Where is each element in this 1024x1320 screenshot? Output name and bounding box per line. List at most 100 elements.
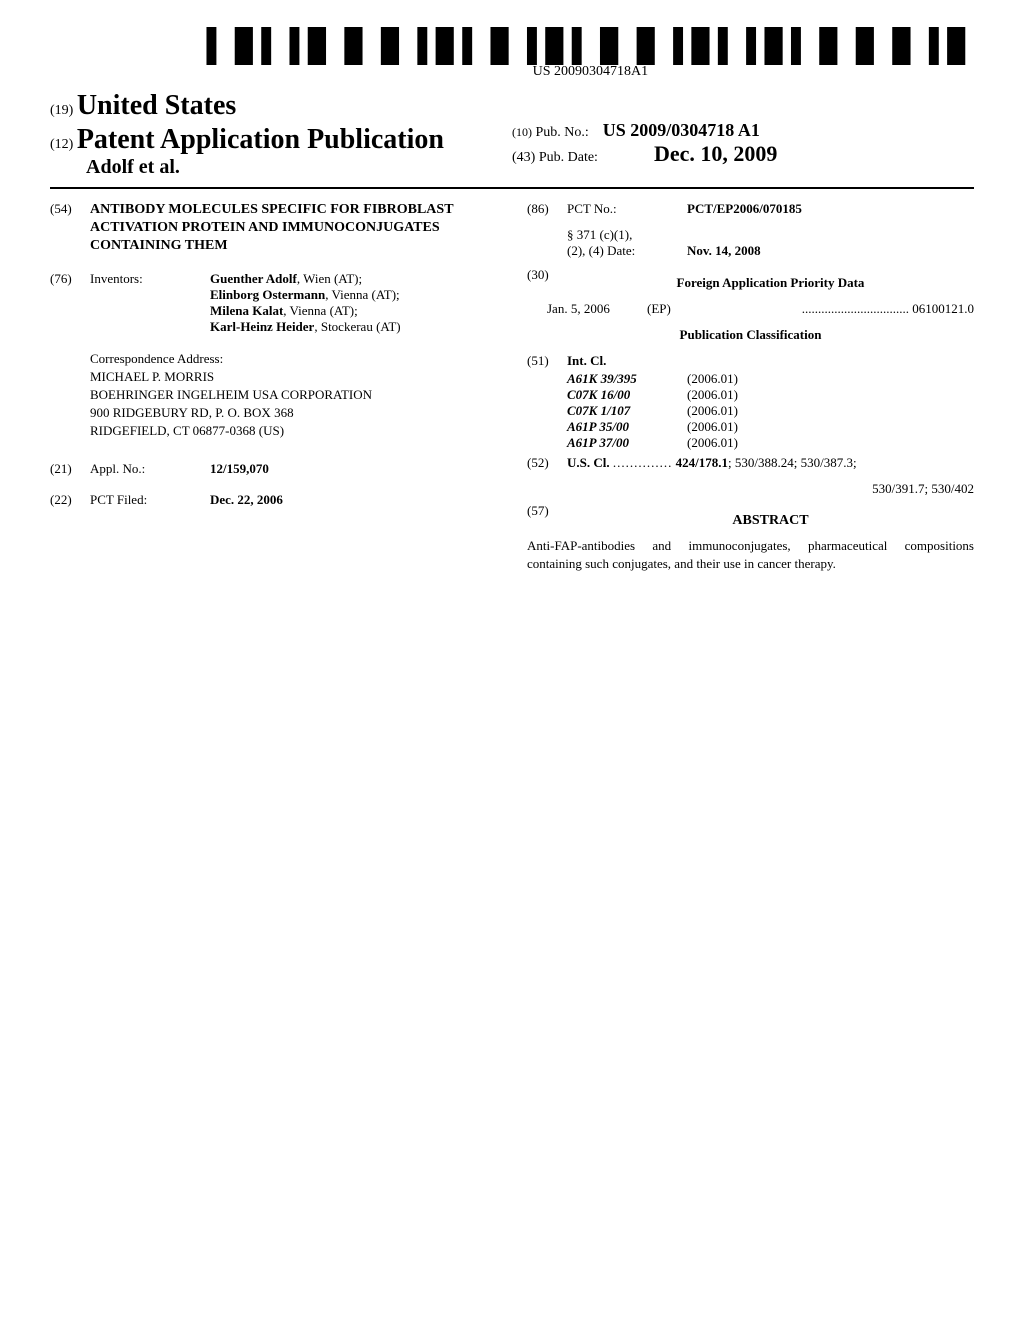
pct-filed-row: (22) PCT Filed: Dec. 22, 2006: [50, 492, 497, 508]
pub-no-label: Pub. No.:: [536, 125, 589, 140]
int-cl-class: C07K 16/00: [567, 387, 687, 403]
pub-no-value: US 2009/0304718 A1: [603, 120, 760, 140]
inventor-item: Elinborg Ostermann, Vienna (AT);: [210, 287, 497, 303]
us-cl-first: 424/178.1; 530/388.24; 530/387.3;: [676, 455, 857, 470]
abstract-code: (57): [527, 503, 567, 535]
foreign-priority-date: Jan. 5, 2006: [547, 301, 647, 317]
authors-line: Adolf et al.: [86, 156, 512, 179]
pct-no-value: PCT/EP2006/070185: [687, 201, 974, 217]
inventor-item: Milena Kalat, Vienna (AT);: [210, 303, 497, 319]
int-cl-class: A61P 35/00: [567, 419, 687, 435]
int-cl-code: (51): [527, 353, 567, 369]
int-cl-class: A61K 39/395: [567, 371, 687, 387]
inventors-row: (76) Inventors: Guenther Adolf, Wien (AT…: [50, 271, 497, 335]
left-column: (54) ANTIBODY MOLECULES SPECIFIC FOR FIB…: [50, 201, 497, 573]
content-columns: (54) ANTIBODY MOLECULES SPECIFIC FOR FIB…: [50, 201, 974, 573]
barcode: ▌▐▌▌▐▐▌▐▌▐▌▐▐▌▌▐▌▐▐▌▌▐▌▐▌▐▐▌▌▐▐▌▌▐▌▐▌▐▌▐…: [207, 30, 974, 80]
correspondence-address2: RIDGEFIELD, CT 06877-0368 (US): [90, 422, 497, 440]
appl-no-value: 12/159,070: [210, 461, 497, 477]
title-row: (54) ANTIBODY MOLECULES SPECIFIC FOR FIB…: [50, 201, 497, 256]
correspondence-name: MICHAEL P. MORRIS: [90, 368, 497, 386]
pct-no-code: (86): [527, 201, 567, 217]
country-code: (19): [50, 103, 73, 118]
section-371: § 371 (c)(1), (2), (4) Date: Nov. 14, 20…: [567, 227, 974, 259]
barcode-region: ▌▐▌▌▐▐▌▐▌▐▌▐▐▌▌▐▌▐▐▌▌▐▌▐▌▐▐▌▌▐▐▌▌▐▌▐▌▐▌▐…: [50, 30, 974, 80]
barcode-text: US 20090304718A1: [207, 64, 974, 80]
section-371-line2: (2), (4) Date:: [567, 243, 687, 259]
pct-no-label: PCT No.:: [567, 201, 687, 217]
int-cl-version: (2006.01): [687, 435, 738, 451]
int-cl-version: (2006.01): [687, 403, 738, 419]
pub-date-code: (43): [512, 150, 535, 165]
appl-no-label: Appl. No.:: [90, 461, 210, 477]
inventor-location: , Wien (AT);: [297, 271, 362, 286]
int-cl-item: C07K 1/107(2006.01): [527, 403, 974, 419]
foreign-priority-number: 06100121.0: [912, 301, 974, 316]
int-cl-row: (51) Int. Cl.: [527, 353, 974, 369]
correspondence-block: Correspondence Address: MICHAEL P. MORRI…: [90, 350, 497, 441]
int-cl-label: Int. Cl.: [567, 353, 974, 369]
us-cl-content: U.S. Cl. .............. 424/178.1; 530/3…: [567, 455, 857, 471]
inventor-location: , Vienna (AT);: [283, 303, 357, 318]
barcode-lines: ▌▐▌▌▐▐▌▐▌▐▌▐▐▌▌▐▌▐▐▌▌▐▌▐▌▐▐▌▌▐▐▌▌▐▌▐▌▐▌▐…: [207, 30, 974, 62]
pct-filed-code: (22): [50, 492, 90, 508]
int-cl-version: (2006.01): [687, 371, 738, 387]
int-cl-item: A61K 39/395(2006.01): [527, 371, 974, 387]
correspondence-company: BOEHRINGER INGELHEIM USA CORPORATION: [90, 386, 497, 404]
us-cl-line2: 530/391.7; 530/402: [527, 481, 974, 497]
inventors-code: (76): [50, 271, 90, 335]
pub-type-code: (12): [50, 137, 73, 152]
int-cl-version: (2006.01): [687, 387, 738, 403]
inventors-label: Inventors:: [90, 271, 210, 335]
int-cl-item: C07K 16/00(2006.01): [527, 387, 974, 403]
inventor-name: Elinborg Ostermann: [210, 287, 325, 302]
us-cl-code: (52): [527, 455, 567, 471]
pub-no-line: (10) Pub. No.: US 2009/0304718 A1: [512, 120, 974, 141]
pub-date-line: (43) Pub. Date: Dec. 10, 2009: [512, 141, 974, 167]
inventor-name: Guenther Adolf: [210, 271, 297, 286]
foreign-priority-header: Foreign Application Priority Data: [567, 275, 974, 291]
country-line: (19) United States: [50, 90, 512, 122]
int-cl-item: A61P 37/00(2006.01): [527, 435, 974, 451]
inventor-item: Guenther Adolf, Wien (AT);: [210, 271, 497, 287]
int-cl-version: (2006.01): [687, 419, 738, 435]
inventor-item: Karl-Heinz Heider, Stockerau (AT): [210, 319, 497, 335]
foreign-priority-country: (EP): [647, 301, 697, 317]
pub-type-line: (12) Patent Application Publication: [50, 124, 512, 156]
inventor-location: , Vienna (AT);: [325, 287, 399, 302]
foreign-priority-dots: ................................. 061001…: [697, 301, 974, 317]
correspondence-label: Correspondence Address:: [90, 350, 497, 368]
inventor-name: Milena Kalat: [210, 303, 283, 318]
inventor-name: Karl-Heinz Heider: [210, 319, 314, 334]
right-column: (86) PCT No.: PCT/EP2006/070185 § 371 (c…: [527, 201, 974, 573]
section-371-line1: § 371 (c)(1),: [567, 227, 974, 243]
header-section: (19) United States (12) Patent Applicati…: [50, 90, 974, 189]
header-right: (10) Pub. No.: US 2009/0304718 A1 (43) P…: [512, 90, 974, 179]
pct-filed-value: Dec. 22, 2006: [210, 492, 497, 508]
int-cl-class: C07K 1/107: [567, 403, 687, 419]
inventors-content: Guenther Adolf, Wien (AT); Elinborg Oste…: [210, 271, 497, 335]
foreign-priority-data: Jan. 5, 2006 (EP) ......................…: [547, 301, 974, 317]
pub-type: Patent Application Publication: [77, 124, 444, 155]
appl-no-row: (21) Appl. No.: 12/159,070: [50, 461, 497, 477]
pct-no-row: (86) PCT No.: PCT/EP2006/070185: [527, 201, 974, 217]
section-371-value: Nov. 14, 2008: [687, 243, 761, 259]
pub-date-value: Dec. 10, 2009: [654, 141, 777, 166]
int-cl-item: A61P 35/00(2006.01): [527, 419, 974, 435]
us-cl-label: U.S. Cl.: [567, 455, 610, 470]
us-cl-dots: ..............: [613, 455, 673, 470]
foreign-priority-row: (30) Foreign Application Priority Data: [527, 267, 974, 299]
foreign-priority-code: (30): [527, 267, 567, 299]
section-371-line2-row: (2), (4) Date: Nov. 14, 2008: [567, 243, 974, 259]
appl-no-code: (21): [50, 461, 90, 477]
abstract-header: ABSTRACT: [567, 513, 974, 529]
pub-no-code: (10): [512, 125, 532, 139]
pub-class-header: Publication Classification: [527, 327, 974, 343]
title-text: ANTIBODY MOLECULES SPECIFIC FOR FIBROBLA…: [90, 201, 497, 256]
int-cl-class: A61P 37/00: [567, 435, 687, 451]
inventor-location: , Stockerau (AT): [314, 319, 400, 334]
abstract-header-row: (57) ABSTRACT: [527, 503, 974, 535]
pub-date-label: Pub. Date:: [539, 150, 598, 165]
correspondence-address1: 900 RIDGEBURY RD, P. O. BOX 368: [90, 404, 497, 422]
country-name: United States: [77, 90, 236, 121]
